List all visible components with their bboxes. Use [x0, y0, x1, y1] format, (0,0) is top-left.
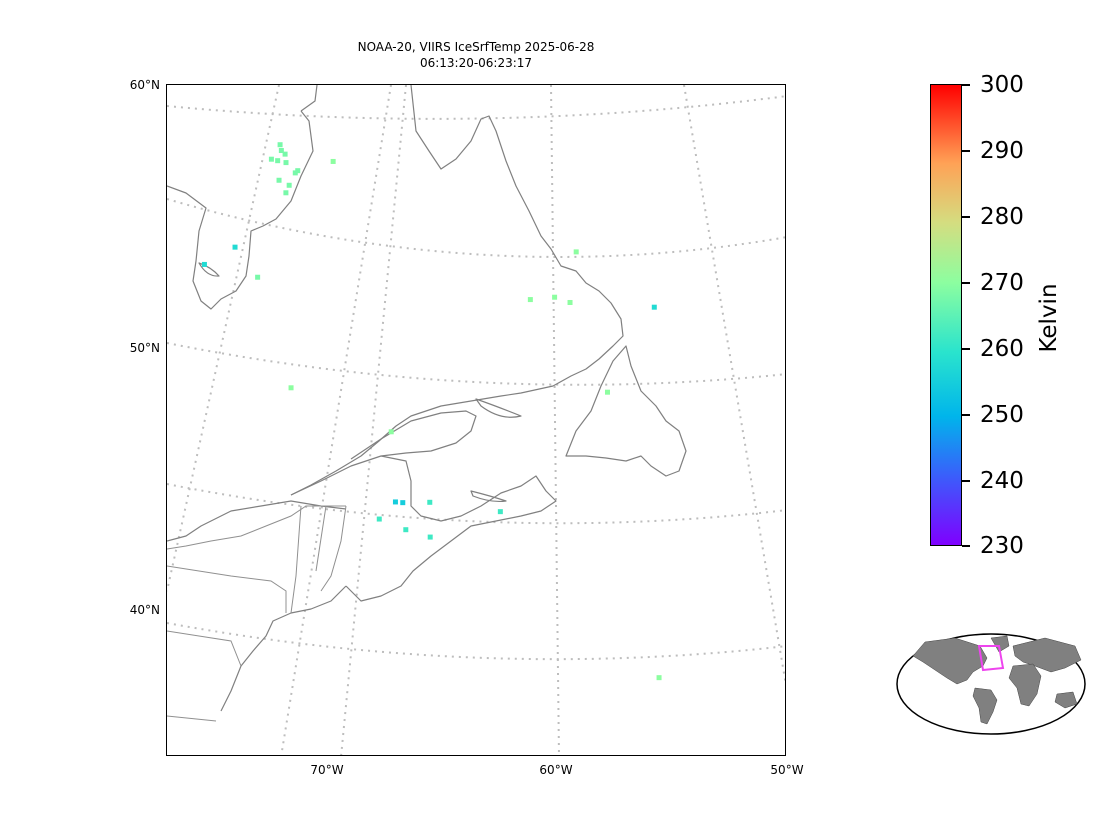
observation-pixel: [268, 156, 274, 162]
cb-label-240: 240: [980, 468, 1024, 494]
lon-label-70w: 70°W: [310, 763, 344, 777]
state-borders: [167, 505, 347, 722]
border-md: [167, 715, 217, 722]
graticule-lon-60: [550, 85, 560, 755]
observation-pixel: [277, 142, 283, 148]
cb-label-270: 270: [980, 270, 1024, 296]
graticule-lon-65: [280, 85, 392, 755]
observation-pixel: [292, 170, 298, 176]
graticule-lon-70: [340, 85, 407, 755]
observation-pixel: [276, 177, 282, 183]
new-england-coast: [220, 585, 347, 712]
observation-pixel: [286, 182, 292, 188]
africa-shape: [1008, 663, 1042, 707]
observation-pixel: [255, 274, 261, 280]
lon-label-50w: 50°W: [770, 763, 804, 777]
anticosti-island: [475, 398, 522, 418]
observation-pixel: [552, 294, 558, 300]
greenland-shape: [990, 635, 1010, 653]
observation-pixel: [400, 500, 406, 506]
observation-pixel: [275, 158, 281, 164]
cb-tick: [962, 216, 970, 218]
cb-label-250: 250: [980, 402, 1024, 428]
border-nh: [290, 505, 302, 614]
cb-tick: [962, 545, 970, 547]
lon-label-60w: 60°W: [539, 763, 573, 777]
lat-label-60: 60°N: [129, 78, 160, 92]
observation-pixel: [278, 148, 284, 154]
cb-label-300: 300: [980, 72, 1024, 98]
south-america-shape: [972, 687, 998, 725]
observation-pixel: [427, 499, 433, 505]
cb-tick: [962, 480, 970, 482]
cb-label-230: 230: [980, 533, 1024, 559]
region-outline: [977, 645, 1005, 672]
australia-shape: [1054, 691, 1078, 709]
lat-label-50: 50°N: [129, 341, 160, 355]
overview-globe: [896, 633, 1086, 735]
observation-pixel: [232, 244, 238, 250]
graticule-lat-55: [167, 198, 785, 258]
graticule-lat-50: [167, 342, 785, 386]
map-title-line-2: 06:13:20-06:23:17: [419, 56, 533, 70]
west-coast-labrador: [167, 500, 347, 542]
border-maine: [320, 505, 347, 592]
cb-label-290: 290: [980, 138, 1024, 164]
border-ny: [167, 565, 287, 613]
observation-pixel: [651, 304, 657, 310]
observation-pixel: [392, 499, 398, 505]
graticule-lat-60: [167, 95, 785, 120]
observation-pixel: [330, 158, 336, 164]
graticule-lon-75: [167, 85, 280, 592]
cb-tick: [962, 348, 970, 350]
border-us-canada: [167, 505, 346, 550]
new-brunswick-nova-scotia: [345, 455, 557, 602]
graticule-lat-40: [167, 622, 785, 661]
border-vt: [315, 505, 327, 572]
cb-tick: [962, 84, 970, 86]
hudson-bay-east-coast: [167, 110, 314, 310]
map-panel[interactable]: [166, 84, 786, 756]
observation-pixel: [656, 675, 662, 681]
observation-layer: [201, 142, 662, 681]
ungava-bay: [410, 85, 624, 387]
newfoundland: [565, 345, 687, 477]
globe-land: [912, 635, 1082, 725]
graticule-lon-55: [683, 85, 785, 686]
observation-pixel: [567, 299, 573, 305]
pei: [470, 490, 507, 503]
colorbar: [930, 84, 962, 546]
observation-pixel: [376, 516, 382, 522]
lat-label-40: 40°N: [129, 603, 160, 617]
graticule: [167, 85, 785, 755]
observation-pixel: [388, 429, 394, 435]
cb-tick: [962, 150, 970, 152]
colorbar-title: Kelvin: [1036, 283, 1062, 353]
observation-pixel: [527, 297, 533, 303]
observation-pixel: [288, 385, 294, 391]
observation-pixel: [403, 527, 409, 533]
gaspe: [290, 410, 477, 496]
ungava-coast: [300, 85, 318, 112]
cb-label-280: 280: [980, 204, 1024, 230]
observation-pixel: [604, 389, 610, 395]
observation-pixel: [427, 534, 433, 540]
cb-tick: [962, 414, 970, 416]
map-canvas: [167, 85, 785, 755]
graticule-lat-45: [167, 483, 785, 525]
coastlines: [167, 85, 687, 712]
map-title-line-1: NOAA-20, VIIRS IceSrfTemp 2025-06-28: [357, 40, 595, 54]
st-lawrence-north-shore: [290, 385, 554, 496]
border-pa: [167, 630, 242, 667]
observation-pixel: [283, 160, 289, 166]
observation-pixel: [283, 190, 289, 196]
eurasia-shape: [1012, 637, 1082, 673]
observation-pixel: [497, 509, 503, 515]
observation-pixel: [201, 261, 207, 267]
cb-tick: [962, 282, 970, 284]
observation-pixel: [282, 151, 288, 157]
cb-label-260: 260: [980, 336, 1024, 362]
observation-pixel: [573, 249, 579, 255]
